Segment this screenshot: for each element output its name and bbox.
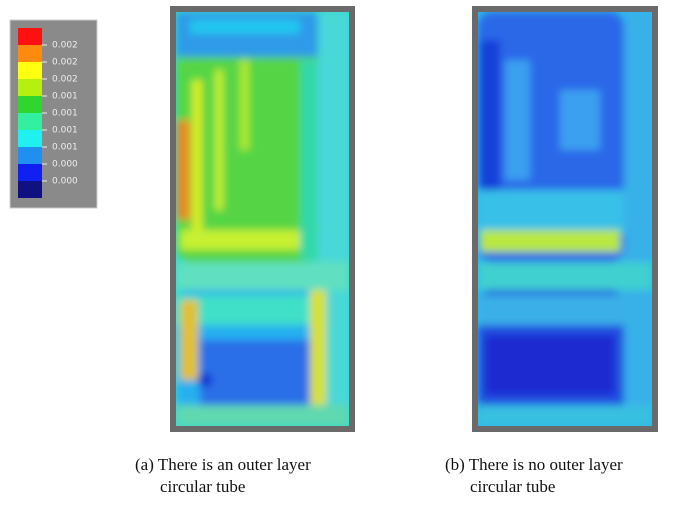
caption-line: circular tube xyxy=(470,477,555,496)
swatch xyxy=(18,45,42,62)
legend-label: 0.002 xyxy=(52,58,78,68)
legend-label: 0.001 xyxy=(52,92,78,102)
swatch xyxy=(18,62,42,79)
legend-label: 0.000 xyxy=(52,160,78,170)
legend-label: 0.000 xyxy=(52,177,78,187)
swatch xyxy=(18,164,42,181)
swatch xyxy=(18,147,42,164)
contour-panel-a xyxy=(170,6,355,432)
caption-line: (a) There is an outer layer xyxy=(135,455,311,474)
caption-line: (b) There is no outer layer xyxy=(445,455,623,474)
legend-label: 0.002 xyxy=(52,41,78,51)
swatch xyxy=(18,79,42,96)
swatch xyxy=(18,28,42,45)
legend-label: 0.001 xyxy=(52,143,78,153)
swatch xyxy=(18,96,42,113)
swatch xyxy=(18,113,42,130)
legend-label: 0.001 xyxy=(52,126,78,136)
legend-label: 0.002 xyxy=(52,75,78,85)
legend-label: 0.001 xyxy=(52,109,78,119)
swatch xyxy=(18,181,42,198)
swatch xyxy=(18,130,42,147)
figure: 0.002 0.002 0.002 0.001 0.001 0.001 0.001 0.000… xyxy=(0,0,700,507)
contour-panel-b xyxy=(472,6,658,432)
caption-line: circular tube xyxy=(160,477,245,496)
legend: 0.002 0.002 0.002 0.001 0.001 0.001 0.001 0.000… xyxy=(10,20,97,208)
